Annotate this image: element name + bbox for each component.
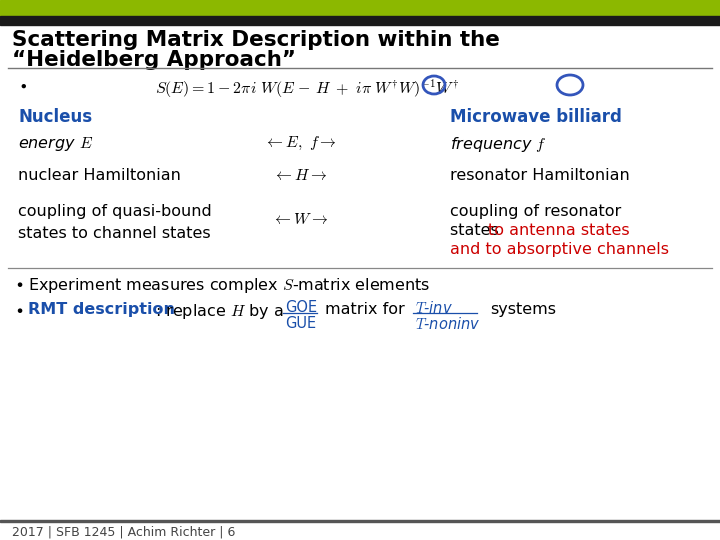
Bar	[0, 0, 720, 16]
Text: 2017 | SFB 1245 | Achim Richter | 6: 2017 | SFB 1245 | Achim Richter | 6	[12, 525, 235, 538]
Text: matrix for: matrix for	[325, 302, 405, 317]
Text: GOE: GOE	[285, 300, 317, 315]
Text: $S(E) = 1 - 2\pi i\ W(E\ \mathbf{-}\ H\ +\ i\pi\ W^{\dagger}W)^{-1}W^{\dagger}$: $S(E) = 1 - 2\pi i\ W(E\ \mathbf{-}\ H\ …	[155, 78, 459, 100]
Text: to antenna states: to antenna states	[488, 223, 629, 238]
Text: “Heidelberg Approach”: “Heidelberg Approach”	[12, 50, 296, 70]
Text: states: states	[450, 223, 504, 238]
Text: nuclear Hamiltonian: nuclear Hamiltonian	[18, 168, 181, 183]
Text: energy $E$: energy $E$	[18, 135, 94, 153]
Text: coupling of quasi-bound
states to channel states: coupling of quasi-bound states to channe…	[18, 204, 212, 241]
Text: $\leftarrow W\rightarrow$: $\leftarrow W\rightarrow$	[271, 212, 328, 227]
Text: $T$-inv: $T$-inv	[415, 300, 453, 316]
Text: $T$-noninv: $T$-noninv	[415, 316, 480, 332]
Text: RMT description: RMT description	[28, 302, 175, 317]
Text: $\bullet$: $\bullet$	[14, 302, 23, 317]
Text: coupling of resonator: coupling of resonator	[450, 204, 621, 219]
Bar	[0, 520, 720, 522]
Text: $\leftarrow H\rightarrow$: $\leftarrow H\rightarrow$	[273, 168, 328, 183]
Text: frequency $f$: frequency $f$	[450, 135, 546, 154]
Text: Nucleus: Nucleus	[18, 108, 92, 126]
Text: Scattering Matrix Description within the: Scattering Matrix Description within the	[12, 30, 500, 50]
Text: $\bullet$: $\bullet$	[14, 276, 23, 291]
Bar	[0, 16, 720, 25]
Text: Experiment measures complex $S$-matrix elements: Experiment measures complex $S$-matrix e…	[28, 276, 431, 295]
Text: $\leftarrow E,\ f\rightarrow$: $\leftarrow E,\ f\rightarrow$	[264, 135, 336, 152]
Text: GUE: GUE	[285, 316, 316, 331]
Text: : replace $H$ by a: : replace $H$ by a	[155, 302, 284, 321]
Text: Microwave billiard: Microwave billiard	[450, 108, 622, 126]
Text: resonator Hamiltonian: resonator Hamiltonian	[450, 168, 630, 183]
Text: systems: systems	[490, 302, 556, 317]
Text: $\bullet$: $\bullet$	[18, 78, 27, 93]
Text: and to absorptive channels: and to absorptive channels	[450, 242, 669, 257]
